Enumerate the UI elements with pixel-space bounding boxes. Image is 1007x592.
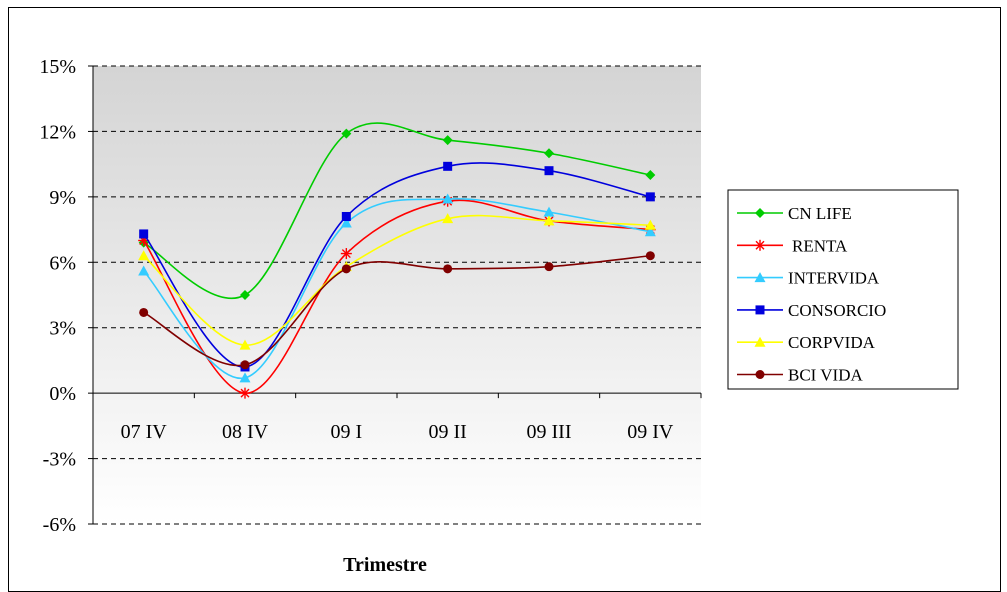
legend-item-bci-vida: BCI VIDA: [737, 366, 863, 385]
legend-item-consorcio: CONSORCIO: [737, 301, 886, 320]
data-point-consorcio: [139, 229, 149, 239]
data-point-bci-vida: [645, 251, 655, 261]
legend-label: BCI VIDA: [788, 366, 863, 385]
data-point-bci-vida: [341, 264, 351, 274]
data-point-consorcio: [443, 161, 453, 171]
legend-marker: [754, 272, 766, 283]
data-point-corpvida: [442, 213, 454, 224]
x-tick-label: 08 IV: [222, 421, 269, 443]
plot-area: [93, 66, 701, 524]
data-point-bci-vida: [139, 307, 149, 317]
data-point-intervida: [543, 206, 555, 217]
legend-label: INTERVIDA: [788, 269, 880, 288]
x-tick-label: 09 IV: [627, 421, 674, 443]
y-tick-label: 9%: [49, 187, 76, 209]
data-point-intervida: [442, 193, 454, 204]
y-tick-label: -6%: [43, 514, 76, 536]
data-point-intervida: [138, 265, 150, 276]
data-point-corpvida: [644, 219, 656, 230]
legend-item-renta: RENTA: [737, 236, 848, 255]
data-point-intervida: [644, 226, 656, 237]
data-point-consorcio: [341, 211, 351, 221]
legend-label: CN LIFE: [788, 204, 852, 223]
legend-box: [727, 189, 959, 390]
legend-item-intervida: INTERVIDA: [737, 269, 880, 288]
x-axis-title: Trimestre: [343, 554, 427, 576]
data-point-corpvida: [543, 215, 555, 226]
x-tick-label: 09 III: [527, 421, 572, 443]
legend-item-cn-life: CN LIFE: [737, 204, 852, 223]
legend-label: RENTA: [792, 236, 848, 255]
data-point-intervida: [340, 217, 352, 228]
legend-marker: [755, 305, 765, 315]
y-tick-label: 0%: [49, 383, 76, 405]
series-layer: [138, 122, 656, 399]
x-tick-label: 09 I: [330, 421, 362, 443]
data-point-cn-life: [544, 148, 554, 159]
legend: CN LIFE RENTA INTERVIDA CONSORCIO CORPVIDA BC…: [727, 189, 959, 390]
y-axis: 15% 12% 9% 6% 3% 0% -3% -6%: [39, 56, 93, 536]
legend-marker: [754, 336, 766, 347]
data-point-bci-vida: [443, 264, 453, 274]
data-point-consorcio: [645, 192, 655, 202]
data-point-intervida: [239, 372, 251, 383]
y-tick-label: 3%: [49, 318, 76, 340]
series-corpvida: [138, 213, 656, 350]
y-tick-label: 12%: [39, 121, 76, 143]
y-tick-label: 6%: [49, 252, 76, 274]
gridlines: [93, 65, 701, 525]
data-point-renta: [340, 248, 352, 260]
data-point-consorcio: [544, 166, 554, 176]
data-point-cn-life: [341, 128, 352, 139]
series-line-bci-vida: [143, 254, 651, 367]
x-tick-label: 07 IV: [121, 421, 168, 443]
series-bci-vida: [139, 251, 655, 370]
data-point-cn-life: [442, 135, 453, 146]
data-point-corpvida: [239, 339, 251, 350]
legend-marker: [755, 370, 765, 379]
series-intervida: [138, 193, 656, 383]
data-point-corpvida: [138, 250, 150, 261]
y-tick-label: -3%: [43, 449, 76, 471]
x-axis: 07 IV 08 IV 09 I 09 II 09 III 09 IV: [92, 392, 702, 443]
legend-label: CORPVIDA: [788, 333, 876, 352]
data-point-bci-vida: [240, 360, 250, 370]
legend-item-corpvida: CORPVIDA: [737, 333, 876, 352]
data-point-cn-life: [645, 170, 656, 181]
data-point-renta: [239, 387, 251, 399]
data-point-cn-life: [240, 290, 250, 300]
y-tick-label: 15%: [39, 56, 76, 78]
legend-marker: [754, 239, 766, 251]
x-tick-label: 09 II: [429, 421, 467, 443]
series-line-corpvida: [143, 214, 651, 346]
data-point-bci-vida: [544, 262, 554, 272]
legend-marker: [755, 208, 765, 218]
legend-label: CONSORCIO: [788, 301, 886, 320]
